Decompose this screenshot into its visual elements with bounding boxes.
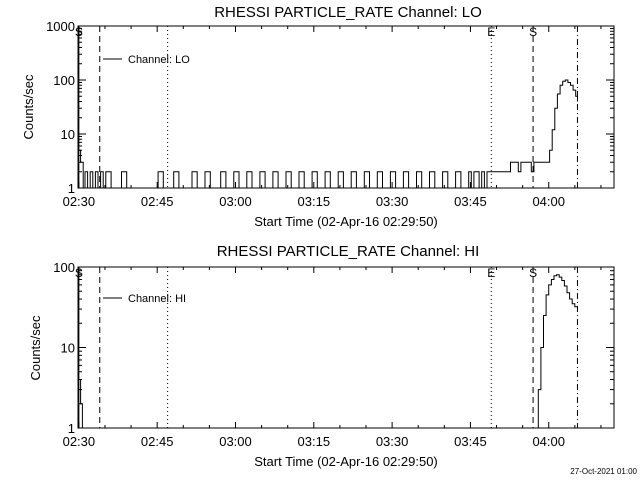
x-tick-label: 02:30: [63, 194, 96, 209]
ticks: 02:30 02:45 03:00 03:15 03:30 03:45 04:00 1 10 10…: [46, 19, 614, 209]
x-tick-label: 03:15: [298, 434, 331, 449]
legend: Channel: LO: [103, 54, 190, 66]
plot-frame: [77, 266, 615, 429]
x-tick-label: 03:15: [298, 194, 331, 209]
event-marker-label: S: [75, 25, 83, 39]
x-tick-label: 03:00: [219, 194, 252, 209]
series-line: [78, 79, 578, 189]
y-tick-label: 100: [53, 73, 75, 88]
event-marker-label: E: [487, 266, 495, 280]
panel-lo: RHESSI PARTICLE_RATE Channel: LO Start T…: [21, 4, 615, 229]
legend-label: Channel: LO: [128, 54, 190, 66]
x-tick-label: 04:00: [532, 194, 565, 209]
x-axis: Start Time (02-Apr-16 02:29:50): [254, 454, 438, 469]
x-tick-label: 02:30: [63, 434, 96, 449]
event-marker-label: S: [529, 25, 537, 39]
event-marker-label: E: [487, 25, 495, 39]
x-tick-label: 03:30: [376, 194, 409, 209]
x-axis: Start Time (02-Apr-16 02:29:50): [254, 214, 438, 229]
x-axis-label: Start Time (02-Apr-16 02:29:50): [254, 214, 438, 229]
legend-label: Channel: HI: [128, 293, 186, 305]
legend: Channel: HI: [103, 293, 186, 305]
panel-hi: RHESSI PARTICLE_RATE Channel: HI Start T…: [28, 243, 615, 469]
y-tick-label: 100: [53, 260, 75, 275]
x-tick-label: 04:00: [532, 434, 565, 449]
y-axis-label: Counts/sec: [21, 74, 36, 140]
y-axis-label: Counts/sec: [28, 315, 43, 381]
generation-timestamp: 27-Oct-2021 01:00: [570, 467, 637, 476]
y-tick-label: 1000: [46, 19, 75, 34]
series: [78, 274, 578, 429]
chart-title: RHESSI PARTICLE_RATE Channel: HI: [217, 243, 480, 260]
x-tick-label: 03:45: [454, 434, 487, 449]
chart-title: RHESSI PARTICLE_RATE Channel: LO: [214, 4, 482, 21]
event-marker-label: S: [529, 266, 537, 280]
y-tick-label: 1: [68, 421, 75, 436]
x-tick-label: 03:45: [454, 194, 487, 209]
x-tick-label: 02:45: [141, 194, 174, 209]
x-tick-label: 03:30: [376, 434, 409, 449]
x-tick-label: 03:00: [219, 434, 252, 449]
y-tick-label: 10: [61, 127, 75, 142]
ticks: 02:30 02:45 03:00 03:15 03:30 03:45 04:00 1 10 10…: [53, 260, 614, 449]
y-axis: Counts/sec: [21, 74, 36, 140]
x-tick-label: 02:45: [141, 434, 174, 449]
series-line: [78, 274, 578, 429]
y-axis: Counts/sec: [28, 315, 43, 381]
x-axis-label: Start Time (02-Apr-16 02:29:50): [254, 454, 438, 469]
y-tick-label: 1: [68, 181, 75, 196]
series: [78, 79, 578, 189]
y-tick-label: 10: [61, 341, 75, 356]
event-marker-label: S: [75, 266, 83, 280]
